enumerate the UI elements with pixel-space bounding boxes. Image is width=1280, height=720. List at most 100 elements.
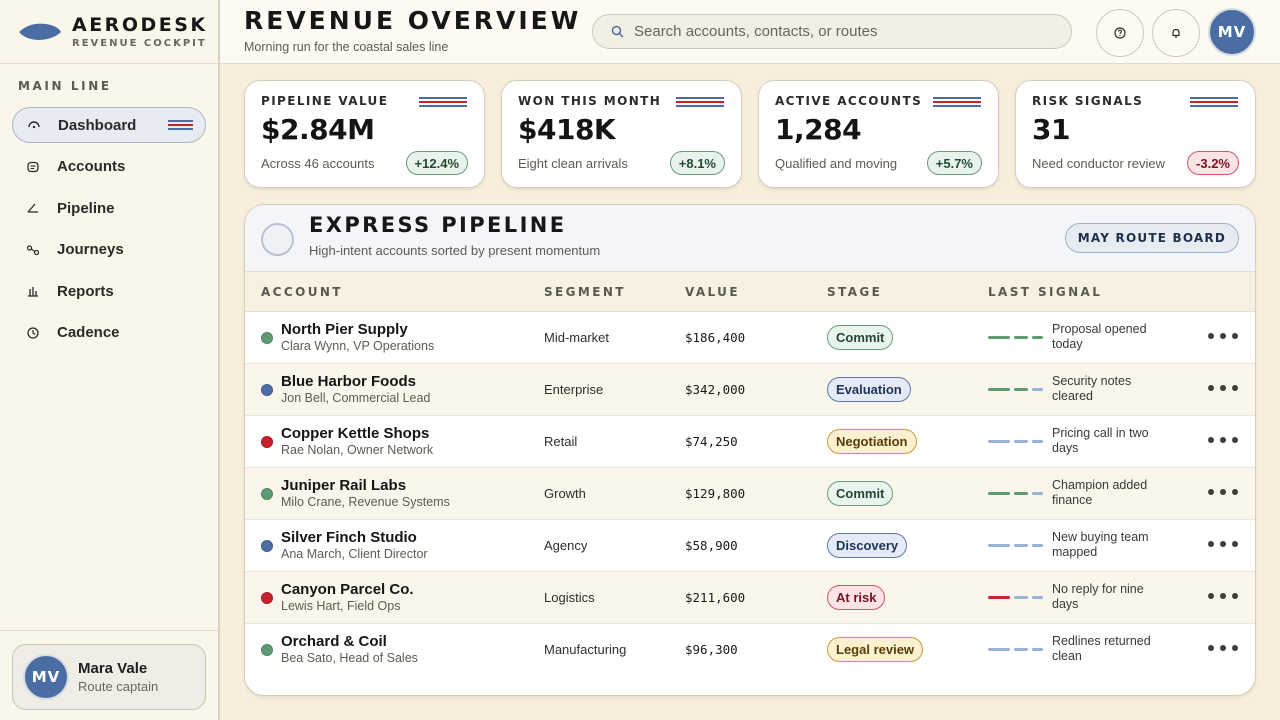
more-options-icon[interactable] <box>1208 326 1238 346</box>
bar-chart-icon <box>26 284 40 298</box>
sidebar-item-journeys[interactable]: Journeys <box>12 232 206 268</box>
route-board-button[interactable]: MAY ROUTE BOARD <box>1064 223 1239 253</box>
account-contact: Jon Bell, Commercial Lead <box>281 391 431 405</box>
status-dot <box>261 592 273 604</box>
table-header: ACCOUNT SEGMENT VALUE STAGE LAST SIGNAL <box>245 271 1255 312</box>
account-name[interactable]: Copper Kettle Shops <box>281 425 430 442</box>
sidebar-item-dashboard[interactable]: Dashboard <box>12 107 206 143</box>
more-options-icon[interactable] <box>1208 378 1238 398</box>
account-value: $58,900 <box>685 538 738 553</box>
account-contact: Milo Crane, Revenue Systems <box>281 495 450 509</box>
kpi-note: Need conductor review <box>1032 156 1165 171</box>
more-options-icon[interactable] <box>1208 534 1238 554</box>
status-dot <box>261 436 273 448</box>
account-value: $186,400 <box>685 330 746 345</box>
signal-strength-bars <box>988 492 1044 496</box>
express-pipeline-panel: EXPRESS PIPELINE High-intent accounts so… <box>244 204 1256 696</box>
kpi-value: 31 <box>1032 113 1070 146</box>
kpi-card-active-accounts[interactable]: ACTIVE ACCOUNTS 1,284 Qualified and movi… <box>758 80 999 188</box>
more-options-icon[interactable] <box>1208 430 1238 450</box>
table-row[interactable]: Orchard & Coil Bea Sato, Head of Sales M… <box>245 624 1255 676</box>
flag-stripe-icon <box>676 97 724 109</box>
kpi-delta-badge: +12.4% <box>405 151 468 175</box>
account-segment: Mid-market <box>544 330 610 345</box>
signal-strength-bars <box>988 388 1044 392</box>
sidebar-item-accounts[interactable]: Accounts <box>12 149 206 185</box>
last-signal-text: Proposal opened today <box>1052 322 1147 351</box>
flag-stripe-icon <box>419 97 467 109</box>
sidebar-item-cadence[interactable]: Cadence <box>12 315 206 351</box>
account-name[interactable]: Blue Harbor Foods <box>281 373 417 390</box>
table-row[interactable]: Juniper Rail Labs Milo Crane, Revenue Sy… <box>245 468 1255 520</box>
search-bar[interactable] <box>592 14 1072 49</box>
account-name[interactable]: Juniper Rail Labs <box>281 477 407 494</box>
avatar: MV <box>23 654 69 700</box>
stage-badge: Discovery <box>827 533 908 558</box>
more-options-icon[interactable] <box>1208 638 1238 658</box>
profile-area: MV Mara Vale Route captain <box>0 630 218 720</box>
brand[interactable]: AERODESK REVENUE COCKPIT <box>0 0 218 64</box>
flag-stripe-icon <box>168 120 193 131</box>
status-dot <box>261 540 273 552</box>
user-avatar-button[interactable]: MV <box>1208 8 1256 56</box>
last-signal-text: Security notes cleared <box>1052 374 1132 403</box>
kpi-label: RISK SIGNALS <box>1032 94 1144 108</box>
account-segment: Agency <box>544 538 588 553</box>
signal-strength-bars <box>988 596 1044 600</box>
clock-icon <box>26 326 40 340</box>
signal-strength-bars <box>988 648 1044 652</box>
account-name[interactable]: Canyon Parcel Co. <box>281 581 414 598</box>
profile-card[interactable]: MV Mara Vale Route captain <box>12 644 206 710</box>
account-value: $342,000 <box>685 382 746 397</box>
more-options-icon[interactable] <box>1208 586 1238 606</box>
table-row[interactable]: Copper Kettle Shops Rae Nolan, Owner Net… <box>245 416 1255 468</box>
help-button[interactable] <box>1096 9 1144 57</box>
sidebar-item-reports[interactable]: Reports <box>12 273 206 309</box>
page-subtitle: Morning run for the coastal sales line <box>244 40 449 54</box>
table-row[interactable]: Silver Finch Studio Ana March, Client Di… <box>245 520 1255 572</box>
flag-stripe-icon <box>933 97 981 109</box>
route-icon <box>26 243 40 257</box>
account-segment: Growth <box>544 486 586 501</box>
panel-title: EXPRESS PIPELINE <box>309 213 567 237</box>
stage-badge: Commit <box>827 481 894 506</box>
column-header-segment[interactable]: SEGMENT <box>544 285 626 299</box>
account-name[interactable]: Silver Finch Studio <box>281 529 417 546</box>
account-contact: Lewis Hart, Field Ops <box>281 599 401 613</box>
kpi-card-won-this-month[interactable]: WON THIS MONTH $418K Eight clean arrival… <box>501 80 742 188</box>
kpi-value: $2.84M <box>261 113 375 146</box>
kpi-note: Qualified and moving <box>775 156 898 171</box>
account-value: $96,300 <box>685 642 738 657</box>
column-header-value[interactable]: VALUE <box>685 285 740 299</box>
signal-strength-bars <box>988 336 1044 340</box>
panel-header: EXPRESS PIPELINE High-intent accounts so… <box>245 205 1255 271</box>
table-row[interactable]: North Pier Supply Clara Wynn, VP Operati… <box>245 312 1255 364</box>
column-header-stage[interactable]: STAGE <box>827 285 883 299</box>
search-input[interactable] <box>634 23 1054 40</box>
account-contact: Rae Nolan, Owner Network <box>281 443 434 457</box>
flag-stripe-icon <box>1190 97 1238 109</box>
sidebar-item-pipeline[interactable]: Pipeline <box>12 190 206 226</box>
gauge-icon <box>27 118 41 132</box>
account-name[interactable]: North Pier Supply <box>281 321 408 338</box>
kpi-card-risk-signals[interactable]: RISK SIGNALS 31 Need conductor review -3… <box>1015 80 1256 188</box>
last-signal-text: Redlines returned clean <box>1052 634 1151 663</box>
notifications-button[interactable] <box>1152 9 1200 57</box>
angle-icon <box>26 201 40 215</box>
table-row[interactable]: Blue Harbor Foods Jon Bell, Commercial L… <box>245 364 1255 416</box>
column-header-account[interactable]: ACCOUNT <box>261 285 343 299</box>
kpi-card-pipeline-value[interactable]: PIPELINE VALUE $2.84M Across 46 accounts… <box>244 80 485 188</box>
column-header-last-signal[interactable]: LAST SIGNAL <box>988 285 1103 299</box>
stage-badge: Legal review <box>827 637 924 662</box>
status-dot <box>261 332 273 344</box>
table-row[interactable]: Canyon Parcel Co. Lewis Hart, Field Ops … <box>245 572 1255 624</box>
status-dot <box>261 488 273 500</box>
kpi-label: ACTIVE ACCOUNTS <box>775 94 923 108</box>
status-dot <box>261 384 273 396</box>
account-segment: Logistics <box>544 590 595 605</box>
more-options-icon[interactable] <box>1208 482 1238 502</box>
signal-strength-bars <box>988 440 1044 444</box>
account-name[interactable]: Orchard & Coil <box>281 633 387 650</box>
panel-select-toggle[interactable] <box>261 223 294 256</box>
page-title: REVENUE OVERVIEW <box>244 6 582 35</box>
